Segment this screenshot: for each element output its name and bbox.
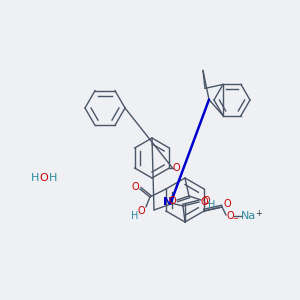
Text: H: H <box>49 173 57 183</box>
Text: O: O <box>223 199 231 209</box>
Text: O: O <box>226 211 234 221</box>
Text: O: O <box>172 163 180 173</box>
Text: N: N <box>164 197 172 207</box>
Text: O: O <box>202 196 210 206</box>
Text: O: O <box>131 182 139 192</box>
Text: Na: Na <box>240 211 256 221</box>
Text: O: O <box>137 206 145 216</box>
Text: O: O <box>168 196 176 206</box>
Text: −: − <box>232 216 238 222</box>
Text: H: H <box>131 211 139 221</box>
Text: O: O <box>200 197 208 207</box>
Text: O: O <box>40 173 48 183</box>
Text: H: H <box>31 173 39 183</box>
Text: +: + <box>256 208 262 217</box>
Text: H: H <box>208 200 216 210</box>
